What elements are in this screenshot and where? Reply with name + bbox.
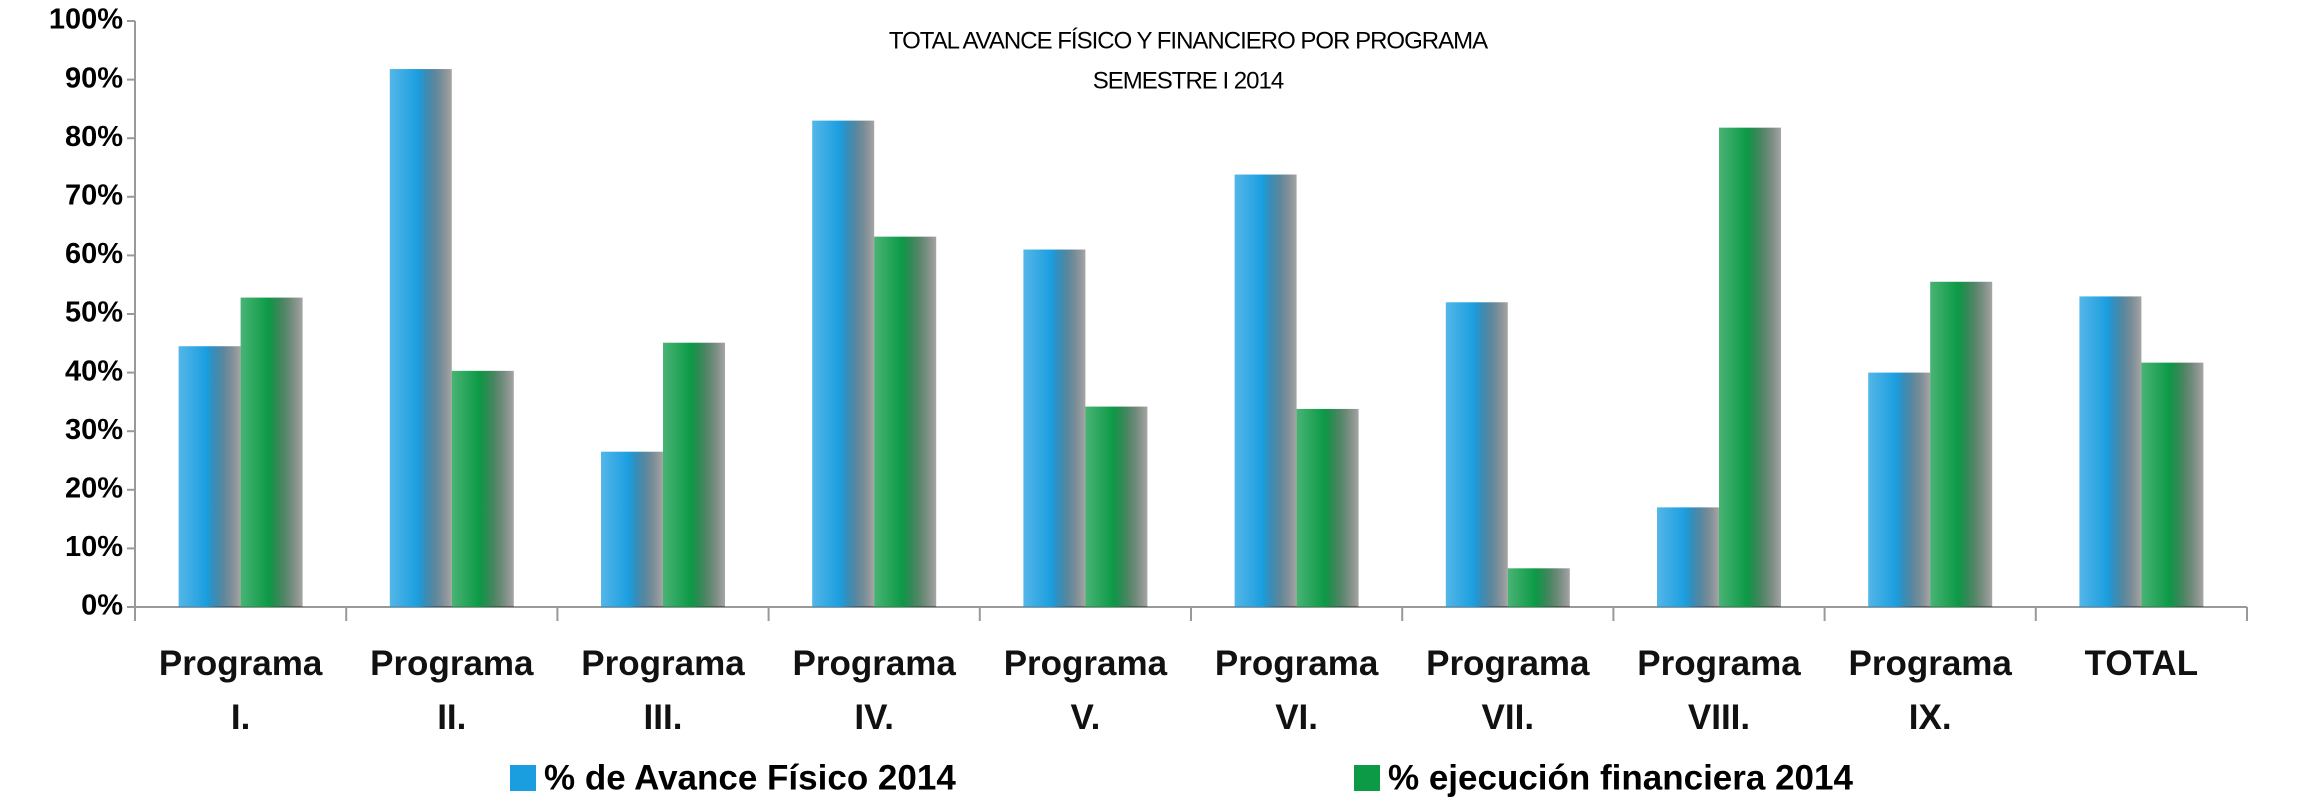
legend-label: % ejecución financiera 2014 xyxy=(1388,758,1853,797)
bar xyxy=(1023,249,1086,608)
x-tick-label: TOTAL xyxy=(2084,644,2199,683)
chart-title: TOTAL AVANCE FÍSICO Y FINANCIERO POR PRO… xyxy=(889,27,1488,54)
x-tick-label: Programa VI. xyxy=(1214,644,1379,737)
y-tick-label: 40% xyxy=(65,355,123,387)
x-tick-label: Programa VII. xyxy=(1426,644,1590,737)
bar xyxy=(1296,408,1359,607)
bar xyxy=(1868,372,1931,607)
bar xyxy=(874,236,937,607)
x-tick-label: Programa IV. xyxy=(792,644,956,737)
y-tick-label: 0% xyxy=(81,590,123,622)
legend-swatch xyxy=(510,765,536,791)
y-tick-label: 60% xyxy=(65,238,123,270)
bar xyxy=(451,370,514,607)
x-tick-label: Programa IX. xyxy=(1848,644,2012,737)
y-tick-label: 10% xyxy=(65,531,123,563)
y-tick-label: 80% xyxy=(65,121,123,153)
bar xyxy=(1234,174,1297,608)
x-tick-label: Programa V. xyxy=(1003,644,1168,737)
x-tick-label: Programa VIII. xyxy=(1637,644,1801,737)
bar xyxy=(2141,362,2204,607)
bar xyxy=(1085,406,1148,607)
x-tick-label: Programa II. xyxy=(370,644,534,737)
y-tick-label: 70% xyxy=(65,179,123,211)
bar xyxy=(1507,568,1570,607)
y-tick-label: 90% xyxy=(65,62,123,94)
legend-swatch xyxy=(1354,765,1380,791)
x-tick-label: Programa I. xyxy=(158,644,323,737)
chart-subtitle: SEMESTRE I 2014 xyxy=(1093,67,1284,94)
y-tick-label: 20% xyxy=(65,472,123,504)
bar xyxy=(1657,507,1719,607)
legend-label: % de Avance Físico 2014 xyxy=(544,758,956,797)
y-tick-label: 100% xyxy=(49,4,123,36)
bar xyxy=(601,451,663,607)
bar xyxy=(240,297,303,607)
bar xyxy=(1930,281,1993,607)
bar xyxy=(663,342,725,607)
y-tick-label: 50% xyxy=(65,297,123,329)
bar xyxy=(389,69,452,607)
bar xyxy=(1719,127,1781,607)
bar xyxy=(2079,296,2142,607)
bar xyxy=(178,346,241,607)
bar xyxy=(812,120,875,608)
x-tick-label: Programa III. xyxy=(581,644,745,737)
y-tick-label: 30% xyxy=(65,414,123,446)
bar xyxy=(1445,302,1508,607)
